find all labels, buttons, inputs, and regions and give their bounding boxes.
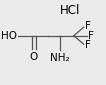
Text: HO: HO — [1, 31, 17, 41]
Text: F: F — [85, 40, 90, 50]
Text: HCl: HCl — [60, 4, 80, 17]
Text: O: O — [30, 52, 38, 62]
Text: F: F — [89, 31, 94, 41]
Text: NH₂: NH₂ — [50, 53, 70, 63]
Text: F: F — [85, 21, 90, 31]
